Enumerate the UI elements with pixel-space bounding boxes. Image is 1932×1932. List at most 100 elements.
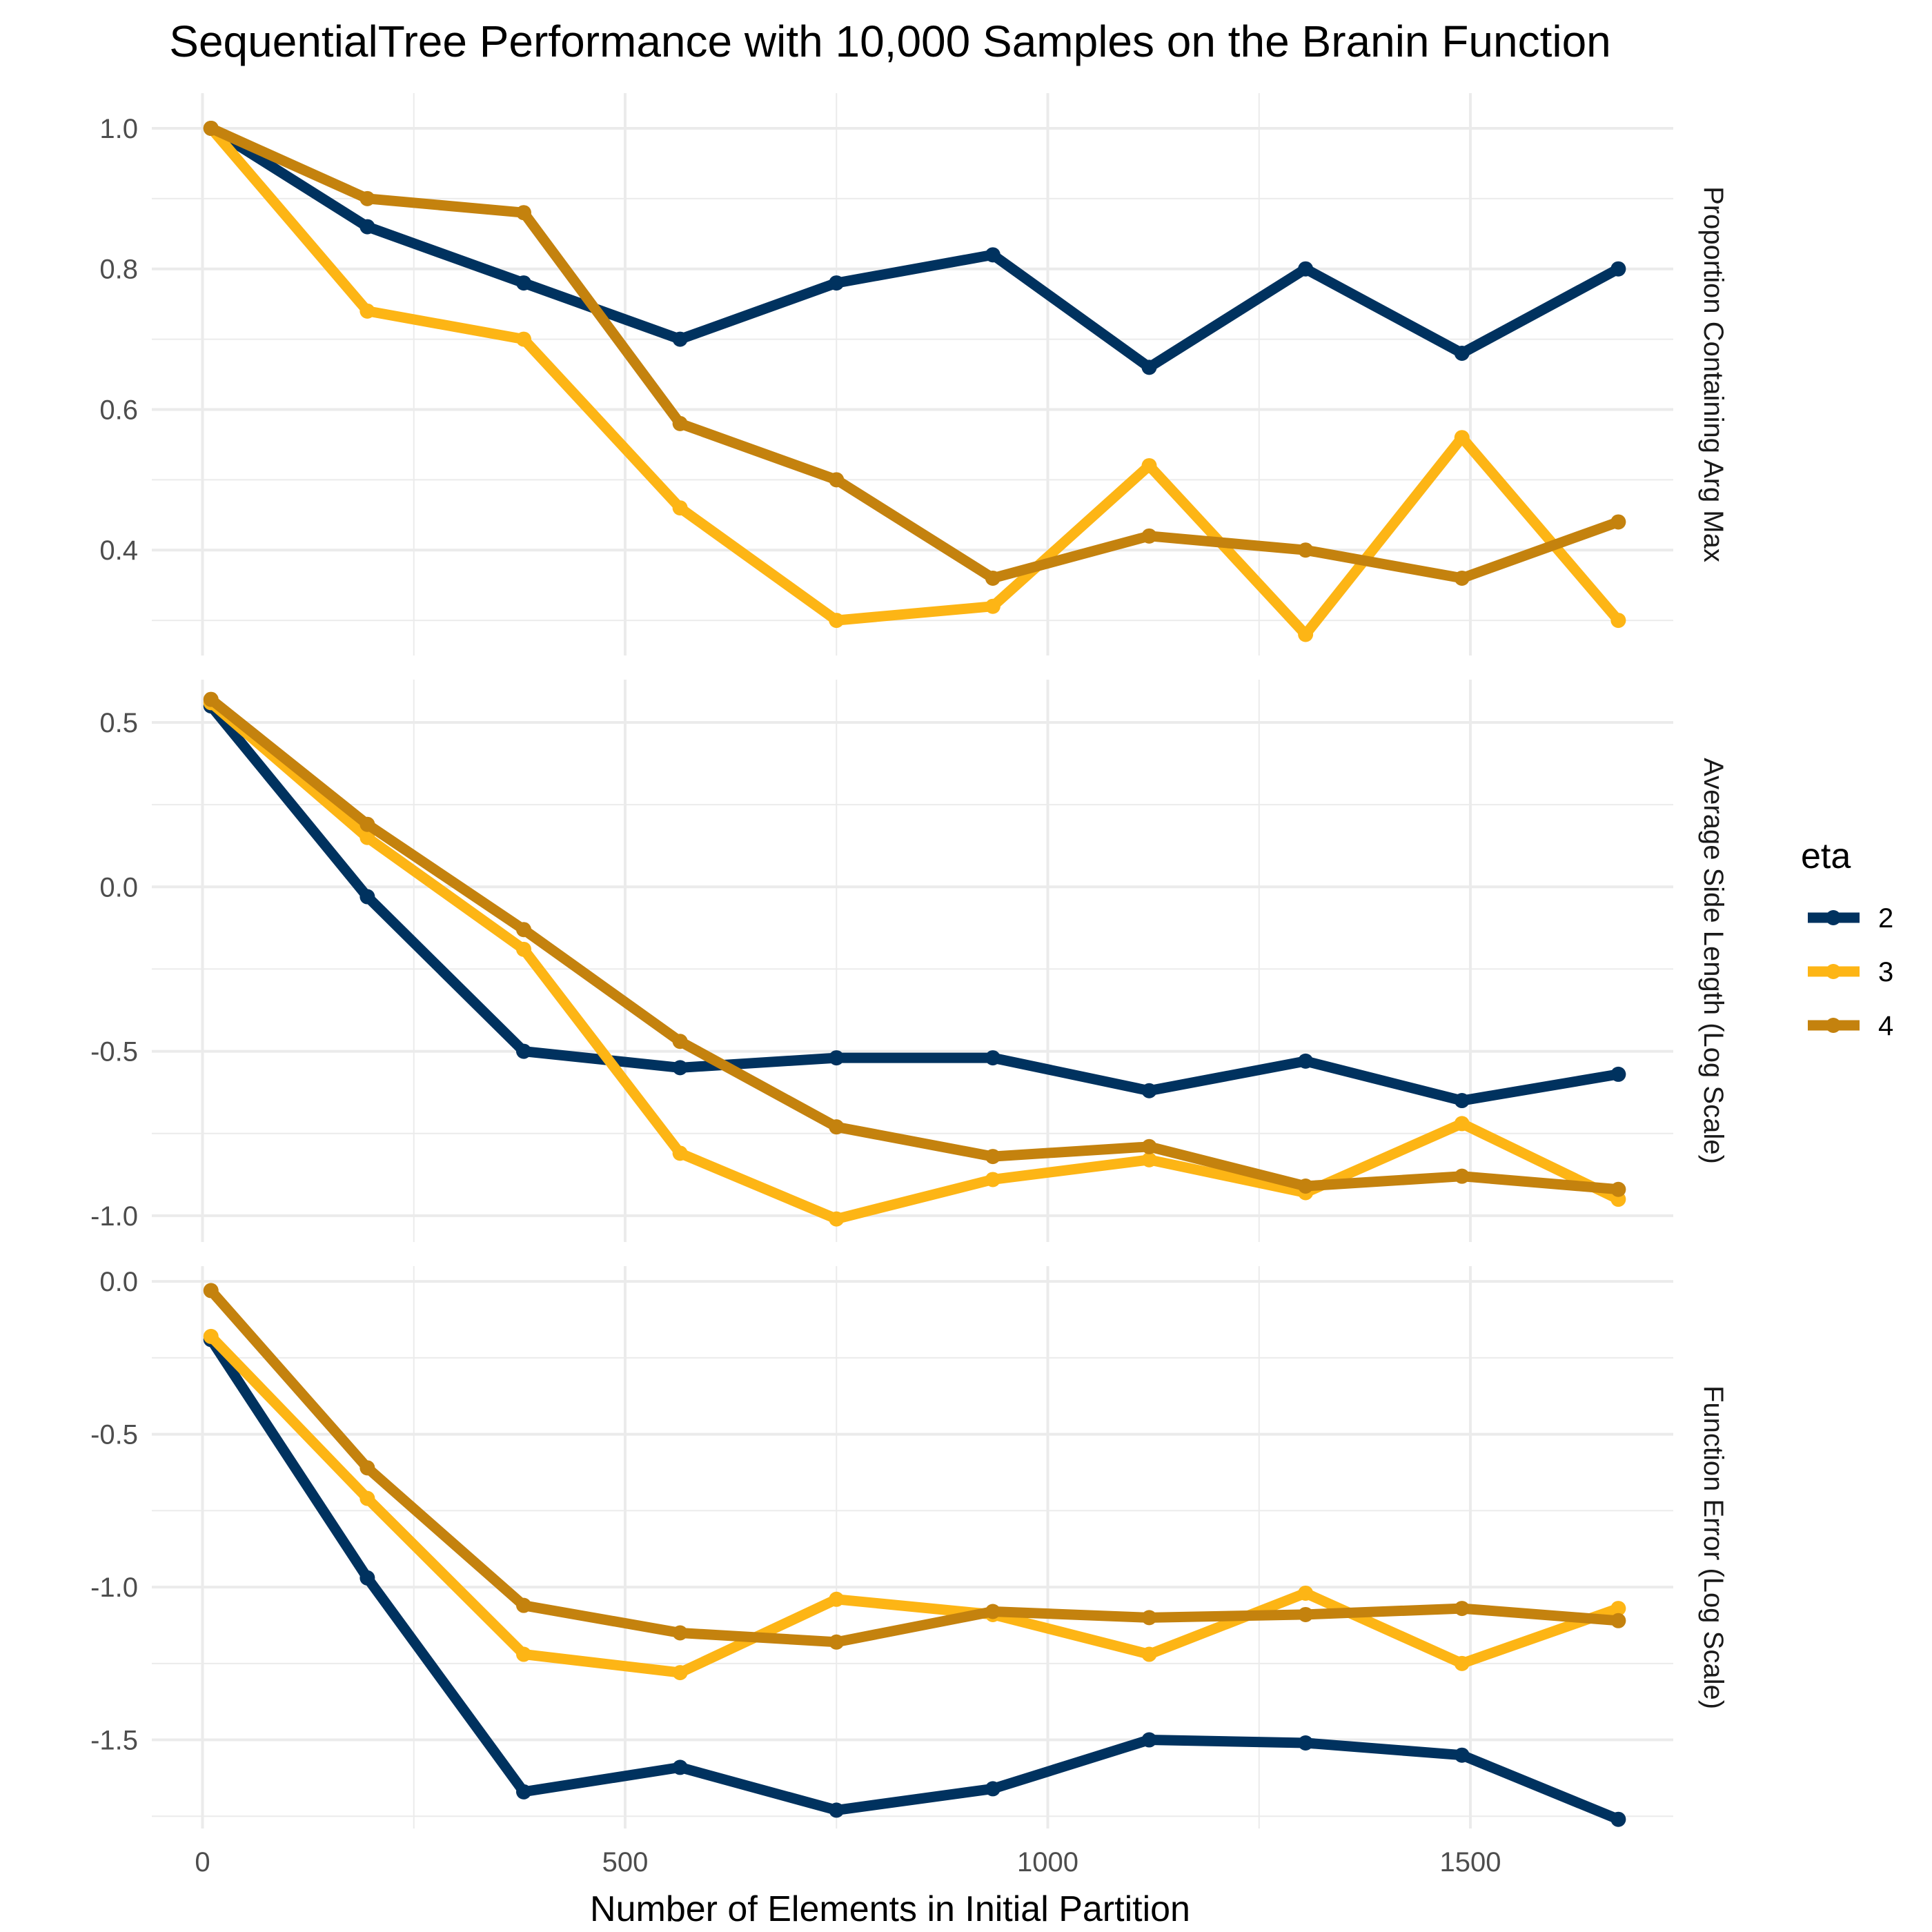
series-3: [203, 1328, 1626, 1681]
data-point: [985, 1149, 1000, 1165]
data-point: [1610, 1601, 1626, 1617]
data-point: [1141, 528, 1157, 544]
panel-strip-label: Average Side Length (Log Scale): [1698, 758, 1728, 1164]
panel-1: 0.4 0.6 0.8 1.0 Proportion Containing Arg Ma…: [99, 93, 1728, 656]
data-point: [1610, 261, 1626, 277]
data-point: [1454, 345, 1470, 361]
data-point: [203, 691, 219, 707]
data-point: [985, 570, 1000, 586]
data-point: [985, 598, 1000, 614]
series-3: [203, 120, 1626, 642]
data-point: [1454, 1655, 1470, 1671]
x-tick-label: 1000: [1017, 1847, 1078, 1877]
data-point: [1141, 1152, 1157, 1167]
data-point: [1141, 1732, 1157, 1748]
panel-strip-label: Proportion Containing Arg Max: [1698, 186, 1728, 562]
y-tick-label: -1.0: [90, 1201, 138, 1232]
data-point: [516, 1784, 531, 1800]
data-point: [1610, 514, 1626, 530]
series-line-3: [206, 697, 1624, 1225]
y-tick-label: 0.8: [99, 255, 138, 285]
data-point: [516, 1043, 531, 1059]
data-point: [1610, 1181, 1626, 1197]
data-point: [672, 331, 688, 347]
data-point: [1141, 1646, 1157, 1662]
data-point: [1298, 1585, 1314, 1601]
series-line-3: [206, 1331, 1624, 1678]
legend-swatch-point: [1826, 1018, 1841, 1033]
data-point: [1298, 542, 1314, 558]
series-line-4: [206, 1285, 1624, 1648]
data-point: [672, 1145, 688, 1161]
panels: 0.4 0.6 0.8 1.0 Proportion Containing Arg Ma…: [90, 93, 1728, 1877]
legend-key-4: 4: [1808, 1011, 1893, 1041]
y-tick-label: -0.5: [90, 1037, 138, 1067]
data-point: [359, 190, 375, 206]
legend-key-2: 2: [1808, 903, 1893, 934]
y-tick-label: -0.5: [90, 1420, 138, 1450]
data-point: [516, 941, 531, 957]
data-point: [359, 1490, 375, 1506]
data-point: [829, 1591, 845, 1607]
data-point: [1298, 1178, 1314, 1194]
series-4: [203, 120, 1626, 586]
legend-label: 2: [1878, 903, 1893, 934]
data-point: [516, 1597, 531, 1613]
series-4: [203, 1283, 1626, 1650]
y-tick-label: 1.0: [99, 114, 138, 144]
data-point: [1298, 1735, 1314, 1751]
series-line-4: [206, 123, 1624, 584]
y-tick-label: 0.4: [99, 535, 138, 566]
data-point: [829, 472, 845, 488]
data-point: [985, 1050, 1000, 1066]
data-point: [1610, 1811, 1626, 1827]
data-point: [1141, 1138, 1157, 1154]
data-point: [359, 219, 375, 235]
data-point: [829, 1634, 845, 1650]
data-point: [829, 1119, 845, 1135]
data-point: [1141, 359, 1157, 375]
data-point: [1454, 1168, 1470, 1184]
y-tick-label: -1.0: [90, 1573, 138, 1603]
data-point: [829, 1211, 845, 1227]
data-point: [1454, 1601, 1470, 1617]
data-point: [516, 922, 531, 938]
y-tick-label: 0.0: [99, 872, 138, 903]
data-point: [829, 1050, 845, 1066]
series-2: [203, 120, 1626, 375]
data-point: [1454, 1116, 1470, 1132]
data-point: [672, 500, 688, 516]
series-line-2: [206, 700, 1624, 1106]
y-tick-label: 0.0: [99, 1267, 138, 1297]
legend: eta 2 3 4: [1801, 836, 1893, 1041]
data-point: [1298, 261, 1314, 277]
data-point: [1298, 627, 1314, 642]
y-tick-label: -1.5: [90, 1726, 138, 1756]
data-point: [359, 829, 375, 845]
panel-3: -1.5 -1.0 -0.5 0.0 Function Error (Log Scale…: [90, 1266, 1728, 1828]
legend-swatch-point: [1826, 910, 1841, 925]
x-tick-label: 500: [602, 1847, 649, 1877]
data-point: [359, 303, 375, 319]
data-point: [1141, 1083, 1157, 1098]
x-axis-title: Number of Elements in Initial Partition: [590, 1889, 1190, 1929]
data-point: [359, 816, 375, 832]
data-point: [516, 1646, 531, 1662]
data-point: [1610, 1066, 1626, 1082]
data-point: [359, 889, 375, 905]
data-point: [672, 1665, 688, 1681]
series-2: [203, 698, 1626, 1109]
data-point: [672, 1625, 688, 1641]
data-point: [1454, 1747, 1470, 1763]
data-point: [672, 1060, 688, 1076]
series-line-2: [206, 1334, 1624, 1825]
data-point: [1298, 1606, 1314, 1622]
series-line-4: [206, 694, 1624, 1195]
data-point: [1610, 613, 1626, 629]
y-tick-label: 0.5: [99, 708, 138, 738]
data-point: [1454, 570, 1470, 586]
chart-title: SequentialTree Performance with 10,000 S…: [169, 17, 1611, 66]
panel-strip-label: Function Error (Log Scale): [1698, 1386, 1728, 1709]
y-tick-label: 0.6: [99, 395, 138, 425]
data-point: [203, 1283, 219, 1299]
